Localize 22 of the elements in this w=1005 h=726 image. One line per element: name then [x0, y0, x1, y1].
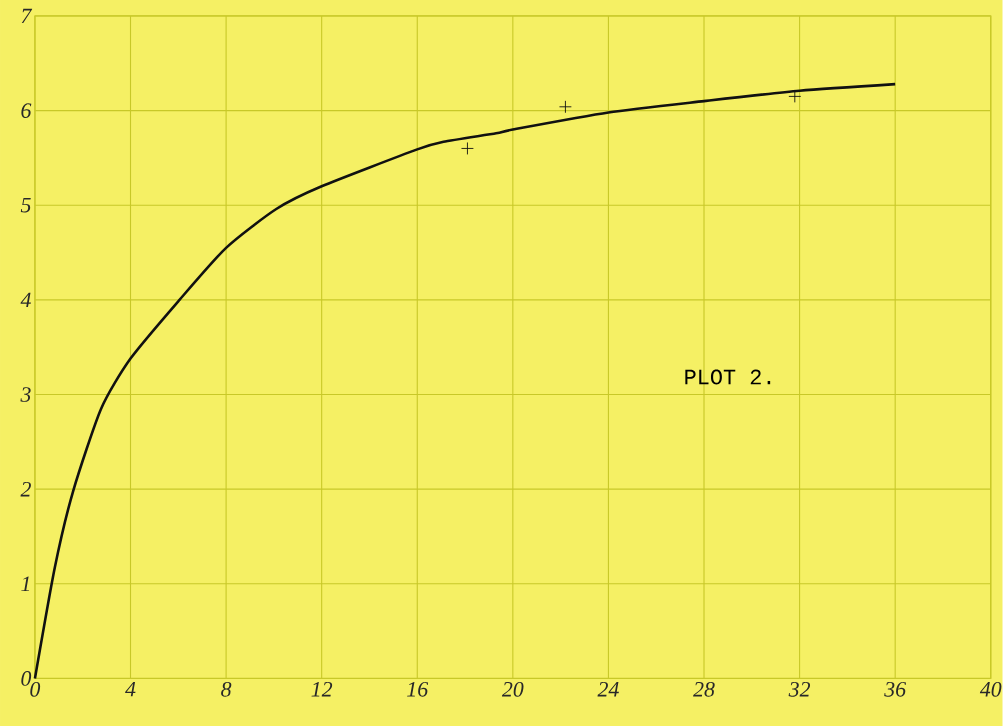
x-tick-label: 12	[311, 681, 333, 697]
y-tick-label: 2	[20, 481, 31, 497]
y-tick-label: 6	[21, 103, 32, 118]
line-series	[33, 82, 897, 680]
y-tick-label: 1	[21, 576, 30, 591]
x-tick-label: 4	[125, 681, 136, 697]
x-tick-label: 20	[501, 681, 524, 697]
x-tick-label: 16	[407, 681, 429, 697]
y-tick-label: 5	[20, 197, 31, 213]
x-tick-label: 36	[884, 681, 907, 697]
y-tick-label: 4	[20, 292, 31, 307]
y-tick-label: 0	[21, 670, 32, 686]
x-tick-label: 28	[693, 681, 715, 697]
point	[461, 141, 474, 155]
x-tick-label: 32	[788, 681, 811, 697]
x-tick-label: 8	[221, 681, 232, 697]
y-tick-label: 7	[21, 8, 33, 23]
point	[559, 100, 572, 114]
x-tick-label: 40	[979, 681, 1002, 697]
y-tick-label: 3	[20, 387, 31, 402]
x-tick-label: 24	[597, 681, 619, 697]
annotation: PLOT 2.	[685, 369, 771, 385]
